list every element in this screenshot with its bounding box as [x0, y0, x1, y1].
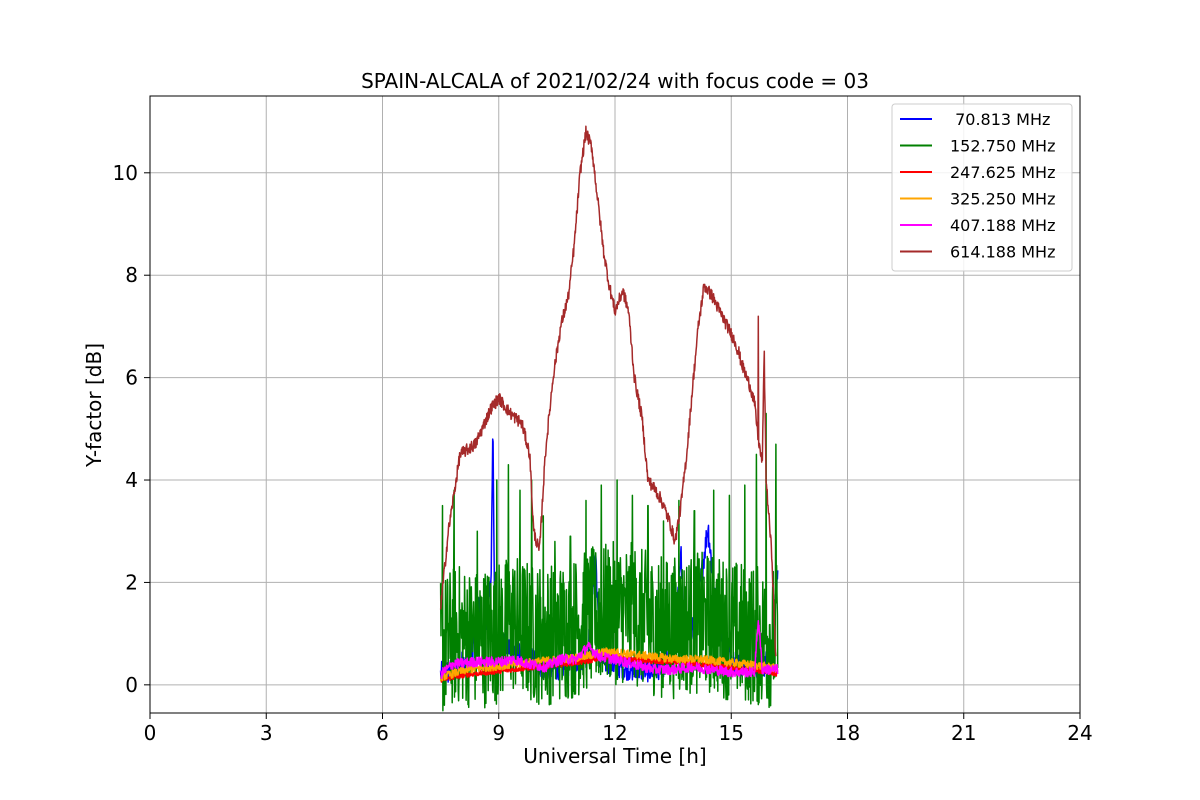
- chart-title: SPAIN-ALCALA of 2021/02/24 with focus co…: [361, 69, 869, 93]
- x-tick-label: 24: [1067, 721, 1092, 745]
- y-tick-label: 6: [125, 366, 138, 390]
- legend-label: 407.188 MHz: [950, 216, 1055, 235]
- y-tick-label: 4: [125, 468, 138, 492]
- y-axis-label: Y-factor [dB]: [82, 343, 106, 468]
- legend-label: 152.750 MHz: [950, 137, 1055, 156]
- y-tick-label: 0: [125, 673, 138, 697]
- legend-box: [891, 103, 1073, 272]
- x-tick-label: 12: [602, 721, 627, 745]
- x-tick-label: 3: [260, 721, 273, 745]
- x-tick-label: 18: [835, 721, 860, 745]
- legend: 70.813 MHz 152.750 MHz 247.625 MHz 325.250 …: [891, 103, 1073, 272]
- x-tick-label: 0: [144, 721, 157, 745]
- x-axis-label: Universal Time [h]: [523, 744, 706, 768]
- series-line: [439, 125, 777, 657]
- legend-label: 70.813 MHz: [950, 110, 1050, 129]
- x-tick-label: 9: [492, 721, 505, 745]
- series-line: [439, 620, 779, 680]
- y-tick-label: 2: [125, 570, 138, 594]
- x-tick-label: 6: [376, 721, 389, 745]
- series-lines: [439, 125, 779, 712]
- legend-label: 325.250 MHz: [950, 190, 1055, 209]
- legend-label: 247.625 MHz: [950, 163, 1055, 182]
- y-tick-label: 8: [125, 263, 138, 287]
- legend-label: 614.188 MHz: [950, 243, 1055, 262]
- series-line: [439, 412, 779, 712]
- y-tick-label: 10: [113, 161, 138, 185]
- x-tick-label: 15: [719, 721, 744, 745]
- x-tick-label: 21: [951, 721, 976, 745]
